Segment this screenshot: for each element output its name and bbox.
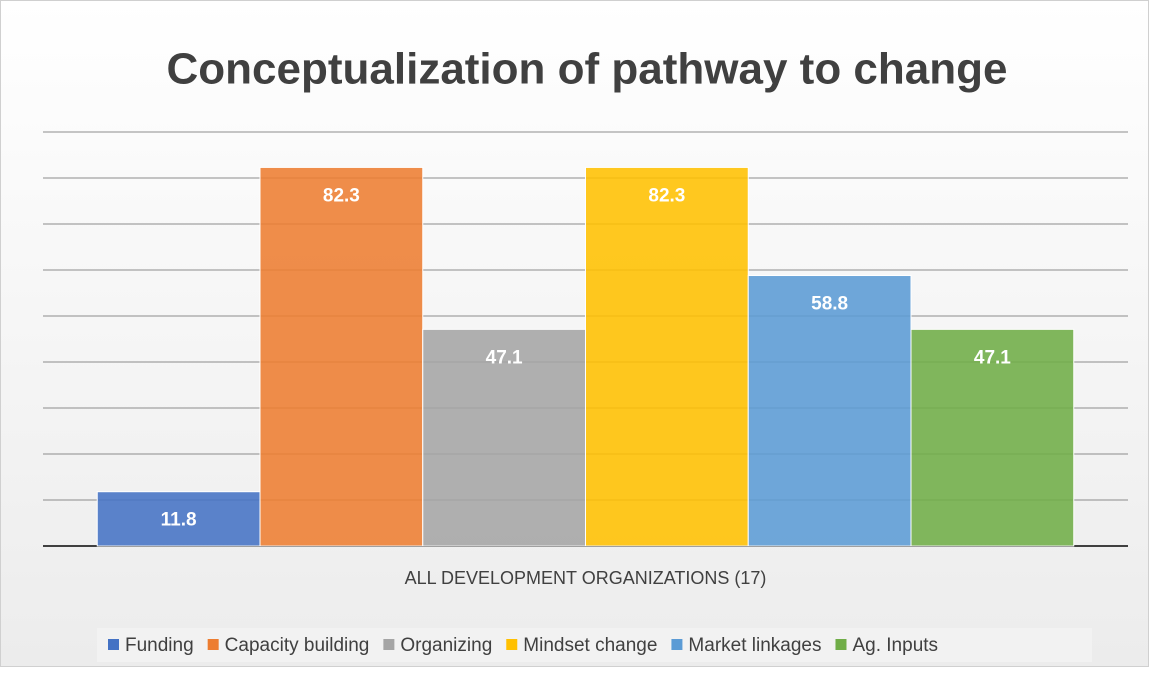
legend-swatch [506, 639, 518, 650]
legend-label: Ag. Inputs [852, 635, 938, 656]
chart-title: Conceptualization of pathway to change [167, 45, 1008, 94]
legend-swatch [383, 639, 395, 650]
value-label: 82.3 [648, 185, 685, 206]
x-tick-label: ALL DEVELOPMENT ORGANIZATIONS (17) [405, 568, 767, 588]
bar [259, 166, 424, 547]
legend-swatch [108, 639, 119, 650]
legend-swatch [207, 639, 219, 650]
value-label: 47.1 [974, 347, 1011, 368]
value-label: 47.1 [486, 347, 523, 368]
legend-swatch [671, 639, 683, 650]
bar [747, 275, 912, 547]
legend-label: Capacity building [225, 635, 370, 656]
legend-label: Market linkages [688, 635, 821, 656]
bar [585, 166, 749, 547]
bar [96, 491, 261, 547]
legend-box [97, 628, 1092, 662]
value-label: 11.8 [161, 510, 197, 531]
bar [422, 328, 586, 547]
legend-label: Mindset change [523, 635, 657, 656]
legend-label: Organizing [400, 635, 492, 656]
legend-label: Funding [125, 635, 194, 656]
value-label: 58.8 [811, 294, 848, 315]
value-label: 82.3 [323, 185, 360, 206]
bar [910, 328, 1075, 547]
legend-swatch [835, 639, 847, 650]
